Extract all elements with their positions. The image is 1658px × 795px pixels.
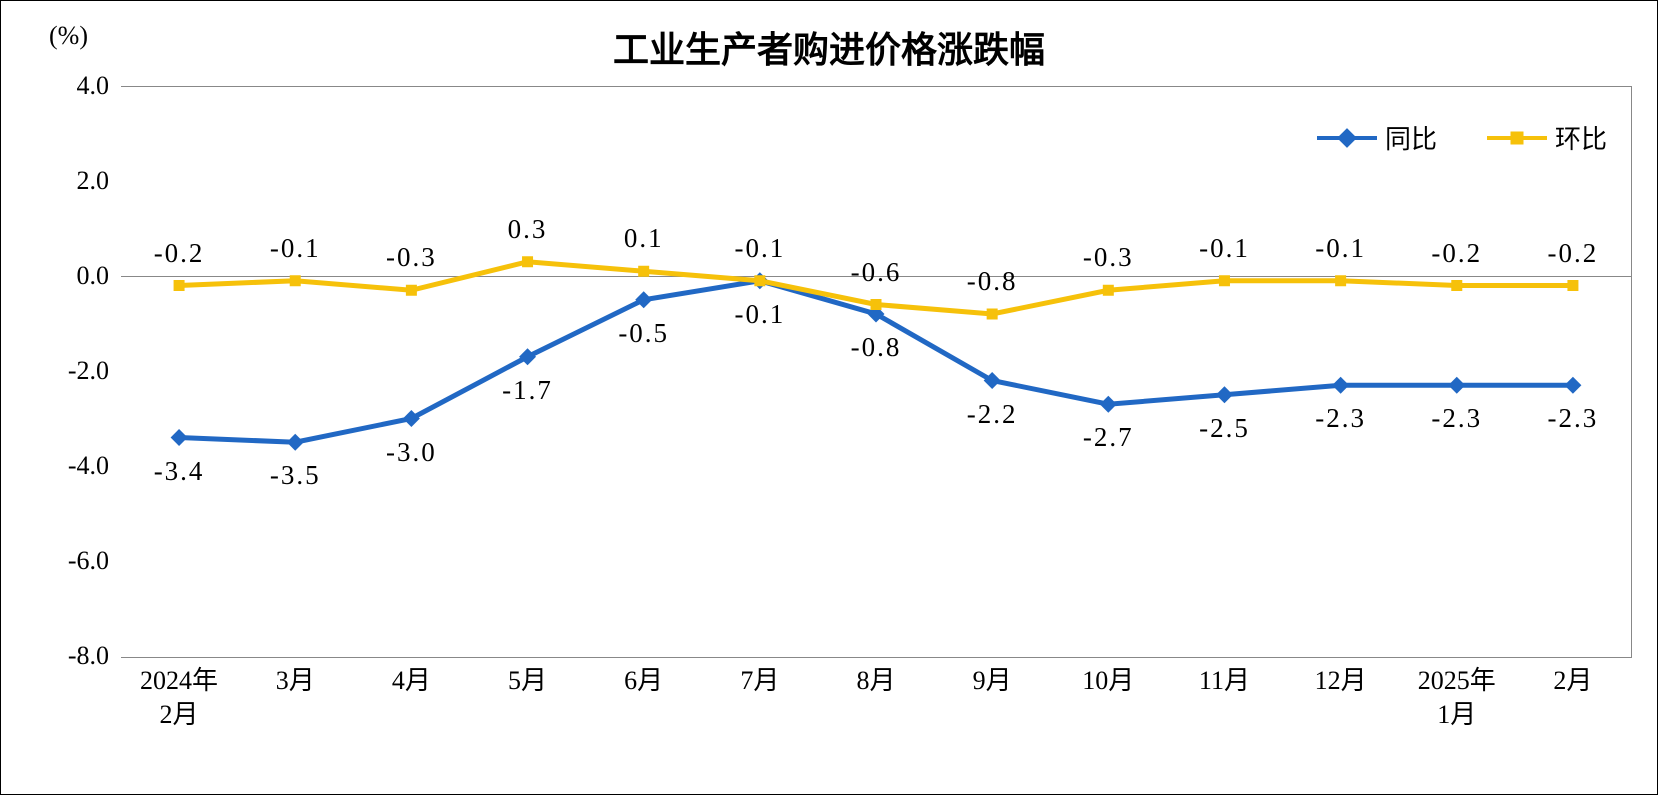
- series-marker: [754, 275, 765, 286]
- y-axis-unit: (%): [49, 21, 88, 51]
- chart-svg: [121, 86, 1631, 656]
- data-label: -0.1: [270, 233, 321, 264]
- x-tick-label: 12月: [1315, 664, 1367, 698]
- series-marker: [287, 434, 304, 451]
- square-icon: [1510, 131, 1523, 144]
- series-marker: [638, 266, 649, 277]
- data-label: -2.2: [967, 399, 1018, 430]
- x-tick-label: 2025年 1月: [1418, 664, 1496, 732]
- series-marker: [1335, 275, 1346, 286]
- data-label: -0.8: [967, 266, 1018, 297]
- x-tick-label: 7月: [740, 664, 779, 698]
- data-label: -2.5: [1199, 413, 1250, 444]
- chart-container: 工业生产者购进价格涨跌幅 (%) 4.0 2.0 0.0 -2.0 -4.0 -6.0 -8…: [0, 0, 1658, 795]
- series-marker: [1451, 280, 1462, 291]
- legend-item-series2: 环比: [1487, 119, 1607, 156]
- legend-swatch-series2: [1487, 136, 1547, 140]
- x-tick-label: 6月: [624, 664, 663, 698]
- data-label: -2.7: [1083, 422, 1134, 453]
- data-label: -0.1: [734, 299, 785, 330]
- data-label: -3.0: [386, 437, 437, 468]
- data-label: -1.7: [502, 375, 553, 406]
- data-label: -2.3: [1315, 403, 1366, 434]
- x-tick-label: 4月: [392, 664, 431, 698]
- series-marker: [987, 309, 998, 320]
- data-label: -0.1: [734, 233, 785, 264]
- series-marker: [171, 429, 188, 446]
- data-label: -2.3: [1548, 403, 1599, 434]
- series-marker: [1216, 386, 1233, 403]
- data-label: -0.2: [1548, 238, 1599, 269]
- x-tick-label: 8月: [856, 664, 895, 698]
- x-tick-label: 2月: [1553, 664, 1592, 698]
- x-tick-label: 11月: [1199, 664, 1250, 698]
- series-marker: [635, 291, 652, 308]
- x-tick-label: 9月: [973, 664, 1012, 698]
- y-tick-label: -2.0: [29, 356, 109, 386]
- x-tick-label: 2024年 2月: [140, 664, 218, 732]
- diamond-icon: [1337, 128, 1357, 148]
- data-label: -2.3: [1431, 403, 1482, 434]
- data-label: -3.4: [154, 456, 205, 487]
- y-tick-label: 4.0: [29, 71, 109, 101]
- legend-label-series1: 同比: [1385, 119, 1437, 156]
- data-label: -0.3: [386, 242, 437, 273]
- data-label: -0.3: [1083, 242, 1134, 273]
- series-marker: [1103, 285, 1114, 296]
- data-label: -0.6: [851, 257, 902, 288]
- series-marker: [1567, 280, 1578, 291]
- data-label: -0.1: [1199, 233, 1250, 264]
- data-label: -0.2: [1431, 238, 1482, 269]
- data-label: -0.2: [154, 238, 205, 269]
- data-label: -0.5: [618, 318, 669, 349]
- data-label: 0.1: [624, 223, 664, 254]
- data-label: -0.8: [851, 332, 902, 363]
- legend-label-series2: 环比: [1555, 119, 1607, 156]
- series-marker: [1448, 377, 1465, 394]
- legend-swatch-series1: [1317, 136, 1377, 140]
- chart-title: 工业生产者购进价格涨跌幅: [613, 21, 1045, 73]
- x-tick-label: 5月: [508, 664, 547, 698]
- series-marker: [1219, 275, 1230, 286]
- y-tick-label: -8.0: [29, 641, 109, 671]
- data-label: -0.1: [1315, 233, 1366, 264]
- series-marker: [290, 275, 301, 286]
- series-marker: [1564, 377, 1581, 394]
- series-marker: [406, 285, 417, 296]
- series-marker: [871, 299, 882, 310]
- series-marker: [1332, 377, 1349, 394]
- data-label: 0.3: [508, 214, 548, 245]
- legend: 同比 环比: [1317, 119, 1607, 156]
- legend-item-series1: 同比: [1317, 119, 1437, 156]
- x-tick-label: 3月: [276, 664, 315, 698]
- y-tick-label: -6.0: [29, 546, 109, 576]
- series-marker: [1100, 396, 1117, 413]
- series-marker: [174, 280, 185, 291]
- data-label: -3.5: [270, 460, 321, 491]
- y-tick-label: 0.0: [29, 261, 109, 291]
- series-marker: [522, 256, 533, 267]
- y-tick-label: 2.0: [29, 166, 109, 196]
- y-tick-label: -4.0: [29, 451, 109, 481]
- x-tick-label: 10月: [1082, 664, 1134, 698]
